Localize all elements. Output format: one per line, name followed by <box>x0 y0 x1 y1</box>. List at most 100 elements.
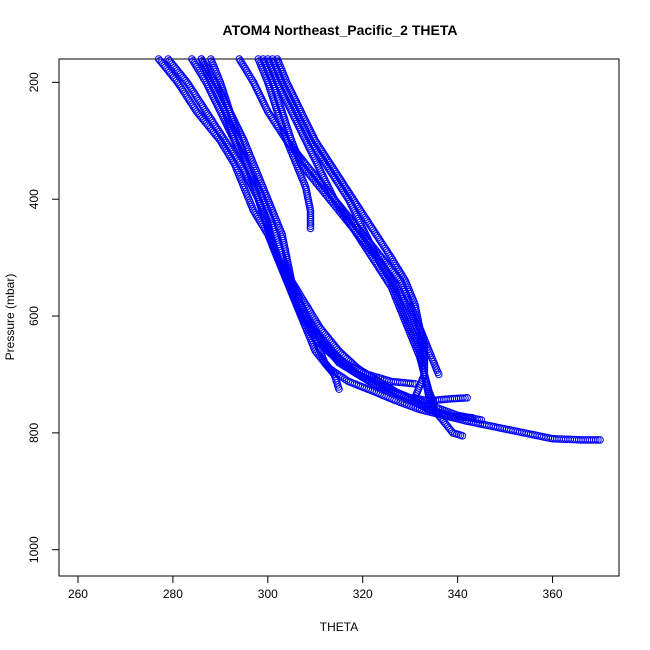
y-tick-label: 400 <box>27 189 41 209</box>
data-point <box>329 367 338 376</box>
scatter-points <box>154 55 604 444</box>
data-point <box>190 104 199 112</box>
data-point <box>337 177 346 185</box>
data-point <box>380 265 388 274</box>
data-point <box>340 362 349 371</box>
data-point <box>594 436 602 444</box>
data-point <box>386 252 394 260</box>
data-point <box>335 359 343 367</box>
data-point <box>322 153 330 161</box>
data-point <box>379 241 387 249</box>
x-axis-label: THETA <box>320 620 358 634</box>
data-point <box>342 363 351 372</box>
data-point <box>458 432 467 440</box>
data-point <box>181 89 189 98</box>
data-point <box>368 224 377 233</box>
data-point <box>335 371 343 379</box>
data-point <box>358 210 367 218</box>
data-point <box>345 189 354 198</box>
data-point <box>396 269 405 278</box>
data-point <box>377 261 386 270</box>
data-point <box>336 175 345 183</box>
x-tick-label: 280 <box>163 587 183 601</box>
data-point <box>381 267 390 276</box>
y-tick-label: 200 <box>27 72 41 92</box>
data-point <box>191 61 200 69</box>
data-point <box>339 180 348 189</box>
data-point <box>383 271 392 279</box>
data-point <box>330 195 339 203</box>
data-point <box>222 138 231 147</box>
data-point <box>364 219 373 227</box>
data-point <box>318 147 327 156</box>
data-point <box>235 55 244 63</box>
data-point <box>243 68 252 77</box>
data-point <box>249 207 258 215</box>
data-point <box>374 233 383 242</box>
data-point <box>339 373 347 382</box>
data-point <box>336 204 345 213</box>
data-point <box>326 160 335 169</box>
data-point <box>266 111 275 119</box>
data-point <box>430 399 438 408</box>
data-point <box>375 257 384 266</box>
data-point <box>350 368 359 376</box>
data-point <box>339 361 347 369</box>
data-point <box>305 318 314 326</box>
chart-title: ATOM4 Northeast_Pacific_2 THETA <box>223 22 458 38</box>
data-point <box>245 70 253 79</box>
data-point <box>223 140 232 149</box>
data-point <box>350 226 359 234</box>
x-tick-label: 260 <box>68 587 88 601</box>
data-point <box>459 394 467 402</box>
data-point <box>312 138 321 147</box>
data-point <box>241 64 250 73</box>
data-point <box>202 63 210 71</box>
data-point <box>209 118 217 127</box>
data-point <box>398 271 406 279</box>
data-point <box>373 253 381 262</box>
data-point <box>247 170 255 178</box>
data-point <box>328 162 336 171</box>
data-point <box>203 64 212 73</box>
data-point <box>434 370 443 379</box>
data-point <box>192 63 201 71</box>
data-point <box>310 325 318 334</box>
data-point <box>306 222 315 230</box>
data-point <box>349 224 358 233</box>
data-point <box>247 74 255 83</box>
data-point <box>377 379 386 388</box>
data-point <box>311 327 320 336</box>
data-point <box>177 84 185 92</box>
data-point <box>344 188 353 196</box>
y-tick-label: 600 <box>27 306 41 326</box>
data-point <box>309 323 317 332</box>
data-point <box>265 109 273 118</box>
data-point <box>386 275 394 283</box>
data-point <box>306 224 315 233</box>
data-point <box>392 261 400 270</box>
data-point <box>379 263 387 272</box>
data-point <box>373 231 381 240</box>
data-point <box>186 98 195 107</box>
data-point <box>420 354 429 363</box>
data-point <box>386 281 394 289</box>
data-point <box>218 133 227 141</box>
data-point <box>355 233 364 242</box>
data-point <box>393 263 401 272</box>
data-point <box>204 111 213 119</box>
data-point <box>335 202 343 211</box>
data-point <box>249 174 257 182</box>
data-point <box>394 265 403 274</box>
data-point <box>201 61 209 69</box>
data-point <box>185 82 194 90</box>
y-tick-label: 1000 <box>27 536 41 563</box>
data-point <box>592 436 600 444</box>
data-point <box>477 416 486 424</box>
data-point <box>348 367 357 375</box>
data-point <box>186 84 195 92</box>
data-point <box>333 370 341 378</box>
data-point <box>391 259 399 268</box>
data-point <box>189 102 197 110</box>
data-point <box>306 320 315 328</box>
